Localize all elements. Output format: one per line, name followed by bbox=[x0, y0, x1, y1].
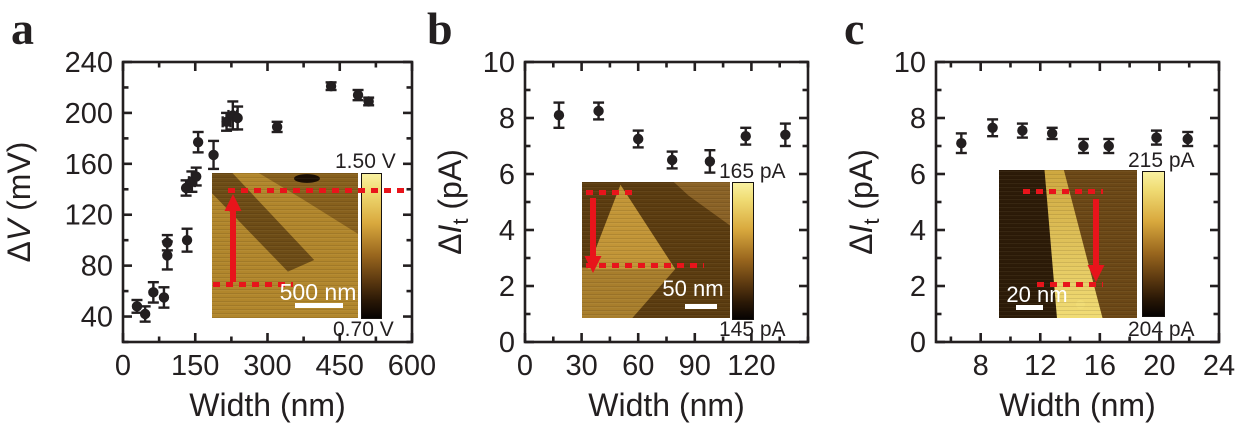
y-axis-label: ΔIt (pA) bbox=[843, 149, 884, 255]
plot-frame-a bbox=[121, 60, 414, 344]
y-tick-label: 4 bbox=[499, 215, 515, 247]
profile-line-bottom bbox=[1037, 282, 1103, 287]
y-tick-label: 10 bbox=[894, 47, 926, 79]
afm-bright-dot-shape bbox=[1076, 300, 1086, 310]
profile-line-bottom bbox=[213, 282, 293, 287]
plot-frame-c bbox=[934, 60, 1221, 344]
scalebar-label: 500 nm bbox=[279, 279, 357, 305]
x-tick-label: 300 bbox=[243, 350, 291, 382]
scalebar bbox=[685, 304, 717, 309]
profile-line-top bbox=[586, 190, 634, 195]
panel-letter-b: b bbox=[427, 3, 453, 54]
y-axis-label: ΔIt (pA) bbox=[432, 149, 473, 255]
afm-scanline-texture bbox=[212, 173, 358, 318]
colorbar bbox=[732, 182, 754, 320]
y-tick-label: 240 bbox=[65, 47, 113, 79]
colorbar bbox=[1142, 171, 1165, 317]
scalebar bbox=[295, 303, 343, 308]
colorbar bbox=[361, 173, 382, 319]
x-tick-label: 8 bbox=[973, 350, 989, 382]
x-axis-label: Width (nm) bbox=[588, 387, 744, 423]
colorbar-gradient bbox=[733, 183, 753, 319]
y-tick-label: 120 bbox=[65, 200, 113, 232]
arrow-down-icon bbox=[584, 198, 602, 273]
x-tick-label: 12 bbox=[1024, 350, 1056, 382]
colorbar-min-label: 145 pA bbox=[719, 318, 786, 341]
y-tick-label: 40 bbox=[81, 302, 113, 334]
afm-scanline-texture bbox=[582, 182, 730, 318]
profile-line-bottom bbox=[586, 263, 704, 268]
x-tick-label: 150 bbox=[171, 350, 219, 382]
arrow-down-icon bbox=[1087, 199, 1105, 282]
x-axis-label: Width (nm) bbox=[189, 387, 345, 423]
x-tick-label: 20 bbox=[1143, 350, 1175, 382]
y-tick-label: 8 bbox=[499, 103, 515, 135]
colorbar-gradient bbox=[362, 174, 381, 318]
y-tick-label: 10 bbox=[483, 47, 515, 79]
y-tick-label: 80 bbox=[81, 251, 113, 283]
x-tick-label: 24 bbox=[1203, 350, 1235, 382]
plot-frame-b bbox=[523, 60, 810, 344]
x-tick-label: 600 bbox=[388, 350, 436, 382]
data-points-b bbox=[553, 101, 791, 174]
data-points-a bbox=[131, 80, 375, 323]
y-axis-label: ΔV (mV) bbox=[1, 142, 37, 263]
x-tick-label: 60 bbox=[622, 350, 654, 382]
afm-dark-blob-shape bbox=[293, 174, 320, 184]
data-points-c bbox=[955, 118, 1194, 155]
y-tick-label: 8 bbox=[910, 103, 926, 135]
x-tick-label: 90 bbox=[679, 350, 711, 382]
y-tick-label: 2 bbox=[499, 271, 515, 303]
y-tick-label: 6 bbox=[499, 159, 515, 191]
y-tick-label: 0 bbox=[910, 327, 926, 359]
y-tick-label: 160 bbox=[65, 149, 113, 181]
x-tick-label: 16 bbox=[1084, 350, 1116, 382]
afm-image-c bbox=[999, 170, 1137, 318]
y-tick-label: 4 bbox=[910, 215, 926, 247]
x-tick-label: 30 bbox=[565, 350, 597, 382]
colorbar-gradient bbox=[1143, 172, 1164, 316]
afm-scanline-texture bbox=[999, 170, 1137, 318]
x-tick-label: 120 bbox=[727, 350, 775, 382]
panel-letter-a: a bbox=[11, 3, 34, 54]
colorbar-min-label: 204 pA bbox=[1128, 318, 1195, 341]
y-tick-label: 200 bbox=[65, 98, 113, 130]
scalebar-label: 20 nm bbox=[1006, 282, 1068, 307]
colorbar-max-label: 1.50 V bbox=[335, 150, 396, 173]
profile-line-top bbox=[1023, 189, 1103, 194]
x-tick-label: 0 bbox=[517, 350, 533, 382]
panel-letter-c: c bbox=[844, 3, 865, 54]
arrow-up-icon bbox=[224, 194, 242, 282]
y-tick-label: 6 bbox=[910, 159, 926, 191]
y-tick-label: 0 bbox=[499, 327, 515, 359]
colorbar-min-label: 0.70 V bbox=[333, 318, 394, 341]
afm-image-b bbox=[582, 182, 730, 318]
scalebar-label: 50 nm bbox=[662, 276, 724, 301]
y-tick-label: 2 bbox=[910, 271, 926, 303]
colorbar-max-label: 165 pA bbox=[719, 160, 786, 183]
x-tick-label: 450 bbox=[316, 350, 364, 382]
x-axis-label: Width (nm) bbox=[999, 387, 1155, 423]
profile-line-top bbox=[228, 188, 408, 193]
colorbar-max-label: 215 pA bbox=[1128, 149, 1195, 172]
x-tick-label: 0 bbox=[115, 350, 131, 382]
scalebar bbox=[1016, 305, 1043, 310]
